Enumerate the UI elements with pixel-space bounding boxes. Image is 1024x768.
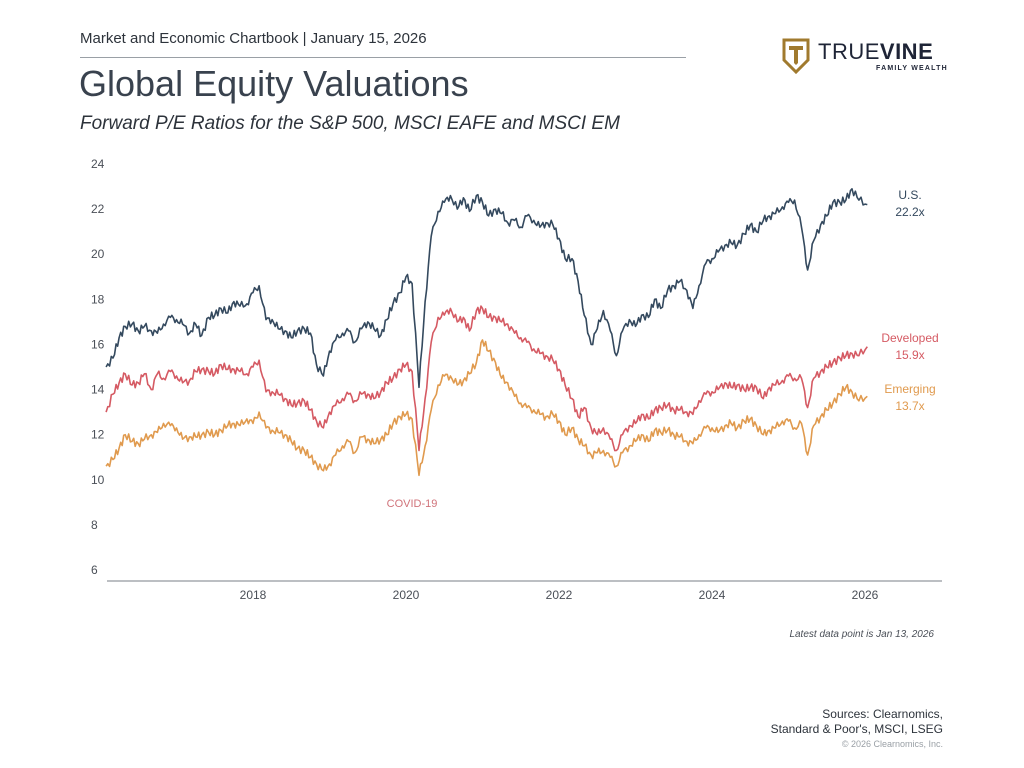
y-tick-label: 12: [91, 428, 105, 442]
x-tick-label: 2022: [546, 588, 573, 602]
y-tick-label: 8: [91, 518, 98, 532]
covid-annotation: COVID-19: [387, 498, 438, 510]
series-end-label: Emerging: [884, 382, 935, 396]
sources-line-1: Sources: Clearnomics,: [822, 707, 943, 721]
page-title: Global Equity Valuations: [79, 63, 469, 104]
y-tick-label: 20: [91, 247, 105, 261]
series-line-emerging: [105, 339, 868, 477]
truevine-logo: TRUEVINE FAMILY WEALTH: [782, 38, 952, 78]
copyright: © 2026 Clearnomics, Inc.: [841, 739, 943, 749]
sources-line-2: Standard & Poor's, MSCI, LSEG: [770, 722, 943, 736]
logo-word-vine: VINE: [879, 39, 934, 64]
x-tick-label: 2018: [240, 588, 267, 602]
series-end-label: Developed: [881, 331, 938, 345]
shield-t-icon: [782, 38, 810, 74]
logo-tagline: FAMILY WEALTH: [876, 65, 948, 72]
y-tick-label: 18: [91, 292, 105, 306]
y-tick-label: 24: [91, 157, 105, 171]
y-tick-label: 6: [91, 563, 98, 577]
page-subtitle: Forward P/E Ratios for the S&P 500, MSCI…: [80, 113, 620, 134]
logo-word-true: TRUE: [818, 39, 880, 64]
chartbook-header: Market and Economic Chartbook | January …: [80, 30, 427, 47]
series-end-value: 22.2x: [895, 205, 924, 219]
y-tick-label: 10: [91, 473, 105, 487]
series-line-us: [105, 188, 868, 389]
series-end-value: 15.9x: [895, 348, 924, 362]
x-tick-label: 2026: [852, 588, 879, 602]
y-tick-label: 22: [91, 202, 105, 216]
x-tick-label: 2020: [393, 588, 420, 602]
x-tick-label: 2024: [699, 588, 726, 602]
header-divider: [80, 57, 686, 58]
logo-wordmark: TRUEVINE: [818, 39, 933, 65]
y-tick-label: 16: [91, 337, 105, 351]
sources-note: Sources: Clearnomics, Standard & Poor's,…: [771, 707, 943, 737]
y-tick-label: 14: [91, 383, 105, 397]
latest-data-note: Latest data point is Jan 13, 2026: [789, 629, 934, 640]
series-end-value: 13.7x: [895, 399, 924, 413]
series-end-label: U.S.: [898, 188, 921, 202]
series-line-developed: [105, 305, 868, 452]
